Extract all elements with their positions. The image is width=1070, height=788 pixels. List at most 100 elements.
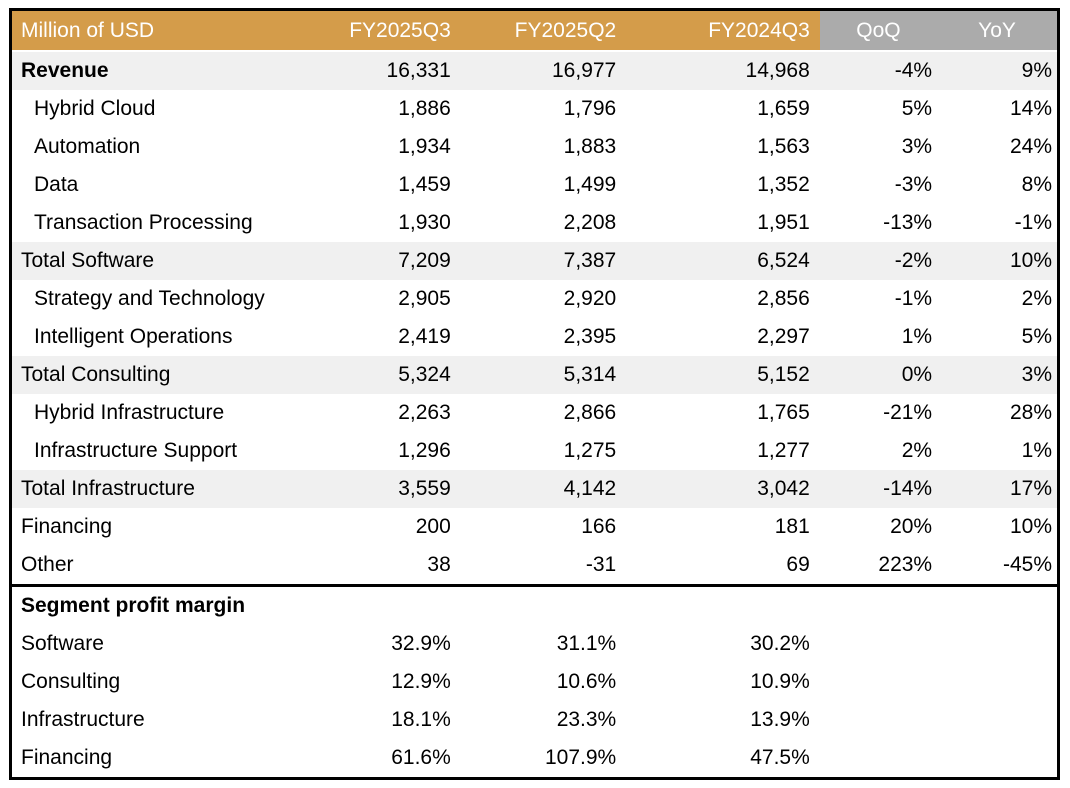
cell-qoq: 3%	[901, 135, 933, 158]
row-label: Software	[21, 632, 104, 655]
cell-yoy	[937, 739, 1058, 779]
cell-fy2025q2: 2,920	[563, 287, 617, 310]
table-row: Consulting 12.9% 10.6% 10.9%	[11, 663, 1059, 701]
row-label: Transaction Processing	[34, 211, 253, 234]
cell-fy2025q2: 31.1%	[556, 632, 617, 655]
row-label: Financing	[21, 515, 113, 538]
table-row: Infrastructure Support 1,296 1,275 1,277 2% 1…	[11, 432, 1059, 470]
cell-fy2025q2: 5,314	[460, 356, 627, 394]
cell-qoq: -3%	[894, 173, 933, 196]
cell-fy2024q3: 6,524	[626, 242, 820, 280]
column-header-yoy: YoY	[937, 9, 1059, 52]
table-row: Infrastructure 18.1% 23.3% 13.9%	[11, 701, 1059, 739]
table-row: Hybrid Cloud 1,886 1,796 1,659 5% 14%	[11, 90, 1059, 128]
row-label: Data	[34, 173, 79, 196]
table-row: Strategy and Technology 2,905 2,920 2,856 -1…	[11, 280, 1059, 318]
row-label: Total Consulting	[10, 356, 331, 394]
cell-qoq: -21%	[883, 401, 933, 424]
empty-cell	[460, 584, 627, 625]
cell-fy2025q2: 107.9%	[545, 746, 617, 769]
empty-cell	[330, 584, 461, 625]
cell-qoq	[820, 701, 937, 739]
cell-fy2025q2: -31	[585, 553, 617, 576]
cell-yoy: 8%	[1021, 173, 1052, 196]
table-row: Financing 200 166 181 20% 10%	[11, 508, 1059, 546]
cell-yoy: 1%	[1021, 439, 1052, 462]
cell-fy2024q3: 13.9%	[750, 708, 810, 731]
row-label: Intelligent Operations	[34, 325, 233, 348]
cell-fy2025q3: 18.1%	[391, 708, 451, 731]
row-label: Revenue	[10, 51, 331, 90]
cell-qoq: 0%	[819, 356, 938, 394]
cell-fy2025q3: 3,559	[330, 470, 461, 508]
cell-yoy: 10%	[1009, 515, 1052, 538]
cell-yoy: 14%	[1009, 97, 1052, 120]
cell-yoy	[937, 625, 1058, 663]
cell-yoy: 24%	[1009, 135, 1052, 158]
cell-yoy: 2%	[1021, 287, 1052, 310]
cell-qoq: 5%	[901, 97, 933, 120]
cell-fy2025q3: 2,905	[398, 287, 451, 310]
cell-fy2025q3: 2,419	[398, 325, 451, 348]
cell-fy2024q3: 1,352	[757, 173, 810, 196]
cell-yoy	[937, 701, 1058, 739]
header-row: Million of USD FY2025Q3 FY2025Q2 FY2024Q…	[10, 9, 1059, 52]
cell-fy2025q2: 1,275	[563, 439, 617, 462]
cell-qoq: -14%	[819, 470, 938, 508]
cell-fy2024q3: 2,856	[757, 287, 810, 310]
cell-fy2024q3: 5,152	[626, 356, 820, 394]
row-label: Hybrid Cloud	[34, 97, 156, 120]
cell-yoy	[937, 663, 1058, 701]
cell-fy2024q3: 181	[774, 515, 810, 538]
cell-qoq: -2%	[819, 242, 938, 280]
row-label: Total Infrastructure	[10, 470, 331, 508]
cell-fy2024q3: 3,042	[626, 470, 820, 508]
table-row: Data 1,459 1,499 1,352 -3% 8%	[11, 166, 1059, 204]
cell-fy2024q3: 1,951	[757, 211, 810, 234]
cell-fy2025q2: 4,142	[460, 470, 627, 508]
table-row: Transaction Processing 1,930 2,208 1,951 -13…	[11, 204, 1059, 242]
margin-section: Segment profit margin Software 32.9% 31.1%…	[10, 584, 1059, 779]
cell-fy2025q2: 2,395	[563, 325, 617, 348]
table-row: Total Consulting 5,324 5,314 5,152 0% 3%	[10, 356, 1059, 394]
cell-fy2025q2: 1,883	[563, 135, 617, 158]
cell-fy2024q3: 1,563	[757, 135, 810, 158]
cell-qoq: 1%	[901, 325, 933, 348]
row-label: Automation	[34, 135, 141, 158]
table-row: Revenue 16,331 16,977 14,968 -4% 9%	[10, 51, 1059, 90]
column-header-fy2025q2: FY2025Q2	[460, 9, 627, 52]
row-label: Financing	[21, 746, 113, 769]
cell-fy2025q3: 2,263	[398, 401, 451, 424]
empty-cell	[819, 584, 938, 625]
cell-qoq	[820, 663, 937, 701]
cell-fy2025q3: 32.9%	[391, 632, 451, 655]
row-label: Hybrid Infrastructure	[34, 401, 225, 424]
empty-cell	[626, 584, 820, 625]
cell-qoq: 20%	[890, 515, 933, 538]
cell-fy2025q3: 1,886	[398, 97, 451, 120]
table-row: Financing 61.6% 107.9% 47.5%	[11, 739, 1059, 779]
cell-yoy: 9%	[937, 51, 1059, 90]
cell-fy2025q2: 10.6%	[556, 670, 617, 693]
cell-qoq: 2%	[901, 439, 933, 462]
cell-fy2024q3: 14,968	[626, 51, 820, 90]
table-row: Hybrid Infrastructure 2,263 2,866 1,765 -21%…	[11, 394, 1059, 432]
cell-fy2025q3: 5,324	[330, 356, 461, 394]
cell-fy2025q2: 2,208	[563, 211, 617, 234]
segment-financial-table: Million of USD FY2025Q3 FY2025Q2 FY2024Q…	[9, 8, 1060, 780]
cell-yoy: 17%	[937, 470, 1059, 508]
cell-fy2024q3: 30.2%	[750, 632, 810, 655]
row-label: Total Software	[10, 242, 331, 280]
cell-fy2024q3: 10.9%	[750, 670, 810, 693]
cell-fy2025q2: 16,977	[460, 51, 627, 90]
cell-fy2025q3: 61.6%	[391, 746, 451, 769]
cell-fy2025q3: 7,209	[330, 242, 461, 280]
column-header-fy2025q3: FY2025Q3	[330, 9, 461, 52]
cell-fy2024q3: 2,297	[757, 325, 810, 348]
cell-fy2025q2: 7,387	[460, 242, 627, 280]
section-header-row: Segment profit margin	[10, 584, 1059, 625]
cell-yoy: 5%	[1021, 325, 1052, 348]
column-header-fy2024q3: FY2024Q3	[626, 9, 820, 52]
row-label: Infrastructure Support	[34, 439, 238, 462]
cell-qoq: -13%	[883, 211, 933, 234]
